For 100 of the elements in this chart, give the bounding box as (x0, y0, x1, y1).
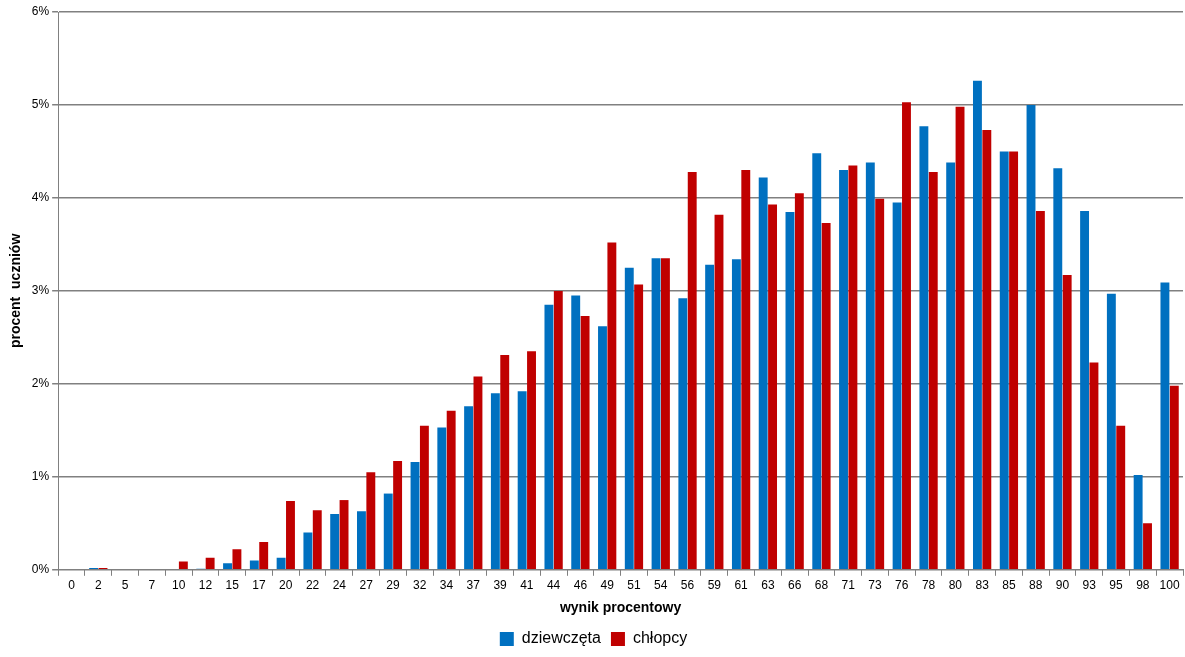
y-tick-label: 5% (31, 97, 50, 112)
bar (544, 304, 554, 570)
bar (651, 258, 661, 570)
bar (393, 461, 403, 570)
x-tick-label: 27 (359, 578, 374, 593)
bar (821, 223, 831, 570)
bar (1026, 104, 1036, 570)
bar (1133, 474, 1143, 570)
x-tick-label: 20 (279, 578, 293, 593)
x-tick-label: 98 (1136, 578, 1150, 593)
x-tick-label: 68 (814, 578, 829, 593)
bar (785, 211, 795, 570)
x-tick-label: 59 (707, 578, 722, 593)
x-tick-label: 17 (252, 578, 267, 593)
x-tick-label: 66 (787, 578, 802, 593)
x-tick-label: 83 (975, 578, 990, 593)
bar (714, 214, 724, 570)
x-tick-label: 15 (225, 578, 240, 593)
bar (437, 427, 447, 570)
bar (634, 284, 644, 570)
bar (339, 500, 349, 570)
bar (892, 202, 902, 570)
y-axis-title: procent uczniów (7, 233, 24, 349)
x-tick-label: 85 (1002, 578, 1016, 593)
bar (259, 541, 269, 570)
x-tick-label: 10 (171, 578, 186, 593)
bar (955, 106, 965, 570)
bar (705, 264, 715, 570)
bar (473, 376, 483, 570)
x-tick-label: 63 (761, 578, 775, 593)
x-tick-label: 49 (600, 578, 615, 593)
bar (410, 461, 420, 570)
y-tick-label: 0% (31, 562, 50, 577)
bar (249, 560, 259, 570)
x-tick-label: 90 (1055, 578, 1070, 593)
bar (580, 316, 590, 570)
bar (812, 153, 822, 570)
x-tick-label: 78 (921, 578, 936, 593)
bar (1089, 362, 1099, 570)
y-tick-label: 2% (31, 376, 50, 391)
bar (598, 326, 607, 570)
bar (928, 171, 938, 570)
legend-label: dziewczęta (521, 629, 602, 647)
x-tick-label: 7 (148, 578, 156, 593)
x-tick-label: 54 (654, 578, 668, 593)
bar (758, 177, 768, 570)
x-tick-label: 100 (1159, 578, 1180, 593)
bar (794, 193, 804, 570)
bar (1053, 168, 1063, 570)
bar (982, 130, 992, 570)
bar (357, 511, 366, 570)
bar (660, 258, 670, 570)
bar (419, 425, 429, 570)
bar (972, 80, 982, 570)
x-tick-label: 32 (413, 578, 427, 593)
x-tick-label: 56 (680, 578, 695, 593)
bar (1160, 282, 1170, 570)
bar (865, 162, 875, 570)
x-tick-label: 2 (94, 578, 102, 593)
x-tick-label: 93 (1082, 578, 1097, 593)
bar (178, 561, 188, 570)
x-tick-label: 29 (386, 578, 400, 593)
legend-label: chłopcy (632, 629, 688, 647)
x-tick-label: 95 (1109, 578, 1124, 593)
bar (446, 410, 456, 570)
x-tick-label: 61 (734, 578, 749, 593)
bar (768, 204, 778, 570)
bar (276, 557, 286, 570)
bar (1009, 151, 1019, 570)
bar (464, 406, 474, 570)
bar (312, 510, 322, 570)
bar (286, 501, 295, 570)
bar (1106, 293, 1116, 570)
bar (1143, 523, 1152, 570)
bar (741, 170, 751, 570)
bar (553, 290, 563, 570)
x-tick-label: 71 (841, 578, 856, 593)
x-tick-label: 41 (520, 578, 534, 593)
bar (839, 170, 848, 570)
x-tick-label: 88 (1029, 578, 1043, 593)
x-tick-label: 34 (439, 578, 454, 593)
bar (687, 171, 697, 570)
bar (946, 162, 956, 570)
x-tick-label: 80 (948, 578, 963, 593)
y-tick-label: 4% (31, 190, 50, 205)
y-tick-label: 1% (31, 469, 50, 484)
x-tick-label: 24 (332, 578, 347, 593)
bar (919, 126, 929, 570)
bar (232, 549, 242, 570)
bar (731, 259, 741, 570)
x-tick-label: 51 (627, 578, 641, 593)
bar (848, 165, 858, 570)
bar (223, 563, 232, 570)
bar (383, 493, 393, 570)
bar (624, 267, 634, 570)
bar (607, 242, 617, 570)
x-tick-label: 37 (466, 578, 481, 593)
bar (1062, 275, 1072, 570)
x-tick-label: 0 (68, 578, 76, 593)
bar (902, 102, 911, 570)
